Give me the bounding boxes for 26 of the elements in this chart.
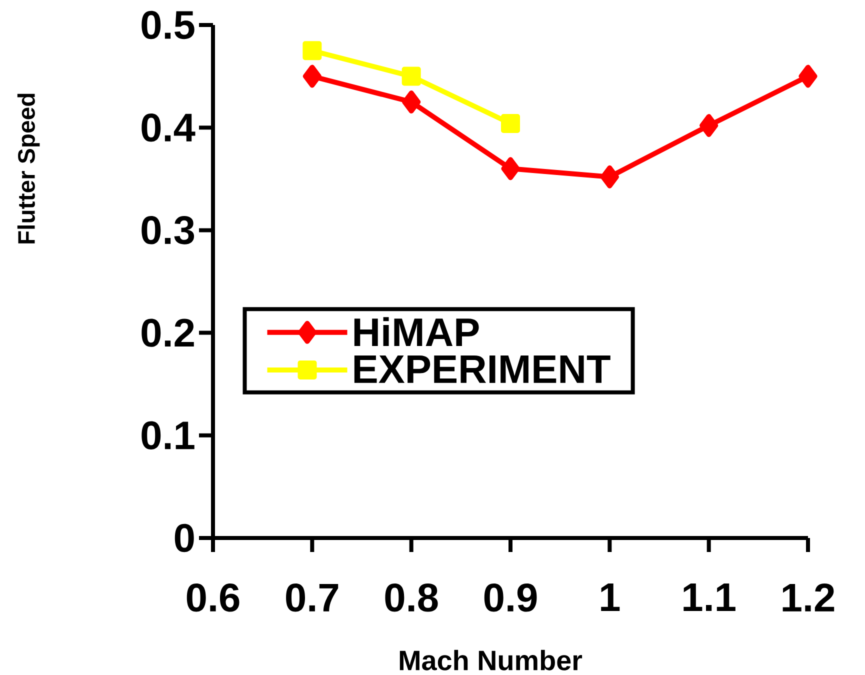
y-tick-label: 0.4 bbox=[142, 113, 196, 142]
point bbox=[700, 114, 718, 138]
x-tick-label: 1 bbox=[601, 584, 620, 611]
y-tick-label: 0.1 bbox=[142, 421, 194, 450]
x-tick-label: 0.8 bbox=[385, 584, 438, 612]
y-tick-label: 0 bbox=[174, 524, 194, 552]
point bbox=[501, 157, 520, 180]
point bbox=[302, 41, 322, 60]
point bbox=[402, 90, 421, 114]
x-tick-label: 1.1 bbox=[684, 584, 736, 611]
point bbox=[402, 66, 421, 86]
y-tick-label: 0.3 bbox=[142, 216, 194, 244]
point bbox=[302, 64, 322, 88]
x-tick-label: 0.9 bbox=[484, 584, 537, 612]
point bbox=[501, 114, 520, 133]
point bbox=[600, 165, 619, 188]
y-axis-title: Flutter Speed bbox=[17, 94, 40, 244]
x-tick-label: 0.7 bbox=[286, 584, 338, 612]
legend-label: EXPERIMENT bbox=[354, 356, 610, 383]
point bbox=[798, 64, 818, 88]
x-tick-label: 1.2 bbox=[782, 584, 834, 612]
y-tick-label: 0.5 bbox=[142, 10, 194, 40]
x-axis-title: Mach Number bbox=[400, 650, 582, 670]
legend-label: HiMAP bbox=[354, 317, 479, 346]
y-tick-label: 0.2 bbox=[142, 318, 194, 347]
x-tick-label: 0.6 bbox=[186, 584, 240, 612]
